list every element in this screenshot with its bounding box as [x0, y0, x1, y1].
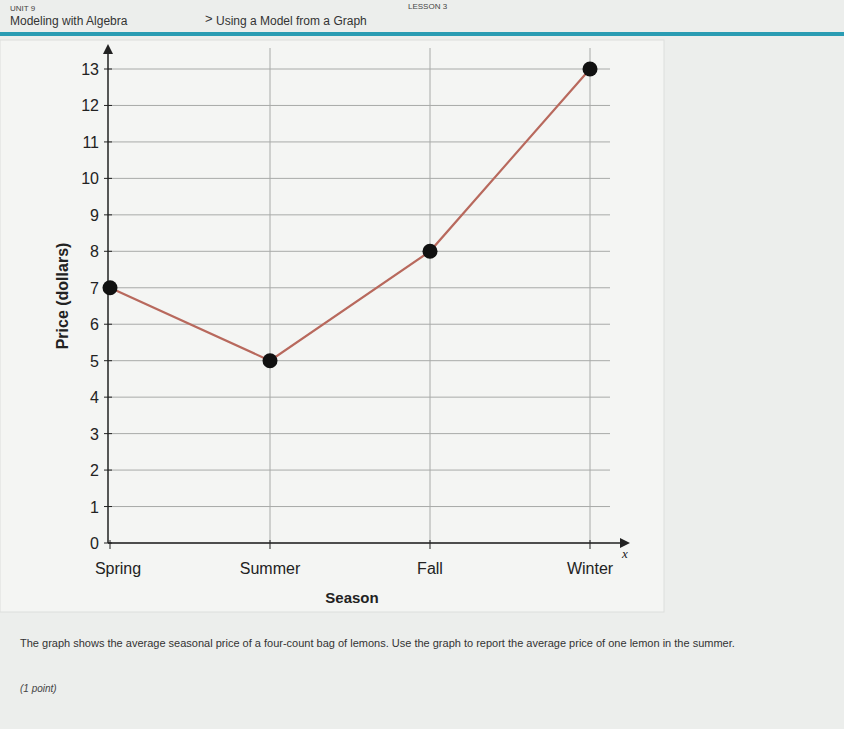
y-grid-line — [108, 105, 610, 106]
x-tick — [590, 540, 591, 549]
y-grid-line — [108, 433, 610, 434]
y-tick-label: 2 — [90, 462, 99, 479]
y-tick-label: 1 — [90, 499, 99, 516]
y-tick-label: 6 — [90, 316, 99, 333]
y-grid-line — [108, 251, 610, 252]
y-tick-label: 12 — [81, 97, 99, 114]
y-tick — [104, 324, 112, 325]
x-grid-line — [270, 48, 271, 543]
data-point — [263, 353, 278, 368]
y-grid-line — [108, 214, 610, 215]
question-text: The graph shows the average seasonal pri… — [20, 637, 790, 650]
y-tick — [104, 506, 112, 507]
breadcrumb-separator: > — [205, 11, 213, 26]
y-tick-label: 10 — [81, 170, 99, 187]
y-grid-line — [108, 69, 610, 70]
data-point — [583, 62, 598, 77]
y-tick — [104, 360, 112, 361]
x-axis-line — [108, 542, 622, 544]
y-grid-line — [108, 470, 610, 471]
y-grid-line — [108, 360, 610, 361]
data-layer — [103, 62, 598, 369]
y-tick-label: 7 — [90, 280, 99, 297]
x-tick-label: Summer — [240, 560, 301, 577]
x-tick-label: Spring — [95, 560, 141, 577]
y-tick — [104, 397, 112, 398]
y-grid-line — [108, 287, 610, 288]
y-tick — [104, 214, 112, 215]
y-tick-label: 4 — [90, 389, 99, 406]
x-axis-title: Season — [325, 589, 378, 606]
header-rule — [0, 32, 844, 36]
y-tick — [104, 251, 112, 252]
x-tick — [430, 540, 431, 549]
y-tick-label: 5 — [90, 353, 99, 370]
y-tick — [104, 141, 112, 142]
y-axis-arrow — [103, 44, 113, 54]
y-tick — [104, 470, 112, 471]
topic-label: Using a Model from a Graph — [216, 14, 367, 28]
y-tick-label: 3 — [90, 426, 99, 443]
x-grid-line — [430, 48, 431, 543]
x-grid-line — [590, 48, 591, 543]
lesson-label: LESSON 3 — [408, 2, 448, 11]
y-tick — [104, 433, 112, 434]
y-tick-label: 9 — [90, 207, 99, 224]
y-grid-line — [108, 397, 610, 398]
y-tick-label: 13 — [81, 61, 99, 78]
y-tick-label: 8 — [90, 243, 99, 260]
y-grid-line — [108, 324, 610, 325]
data-point — [423, 244, 438, 259]
x-tick-label: Winter — [567, 560, 614, 577]
x-tick — [110, 540, 111, 549]
y-tick-label: 11 — [82, 134, 99, 151]
unit-label: UNIT 9 — [10, 4, 36, 13]
page-canvas: UNIT 9 LESSON 3 Modeling with Algebra >Usin… — [0, 0, 844, 729]
chart-panel — [0, 40, 664, 612]
y-tick — [104, 69, 112, 70]
x-tick-label: Fall — [417, 560, 443, 577]
points-text: (1 point) — [20, 683, 57, 694]
y-tick — [104, 105, 112, 106]
price-line — [110, 69, 590, 361]
y-tick — [104, 178, 112, 179]
y-tick — [104, 543, 112, 544]
y-axis-line — [107, 52, 109, 543]
y-tick-label: 0 — [90, 535, 99, 552]
y-grid-line — [108, 506, 610, 507]
y-grid-line — [108, 141, 610, 142]
data-point — [103, 280, 118, 295]
y-axis-title: Price (dollars) — [54, 243, 71, 350]
y-grid-line — [108, 178, 610, 179]
course-label: Modeling with Algebra — [10, 14, 128, 28]
x-tick — [270, 540, 271, 549]
x-axis-symbol: x — [621, 546, 628, 561]
